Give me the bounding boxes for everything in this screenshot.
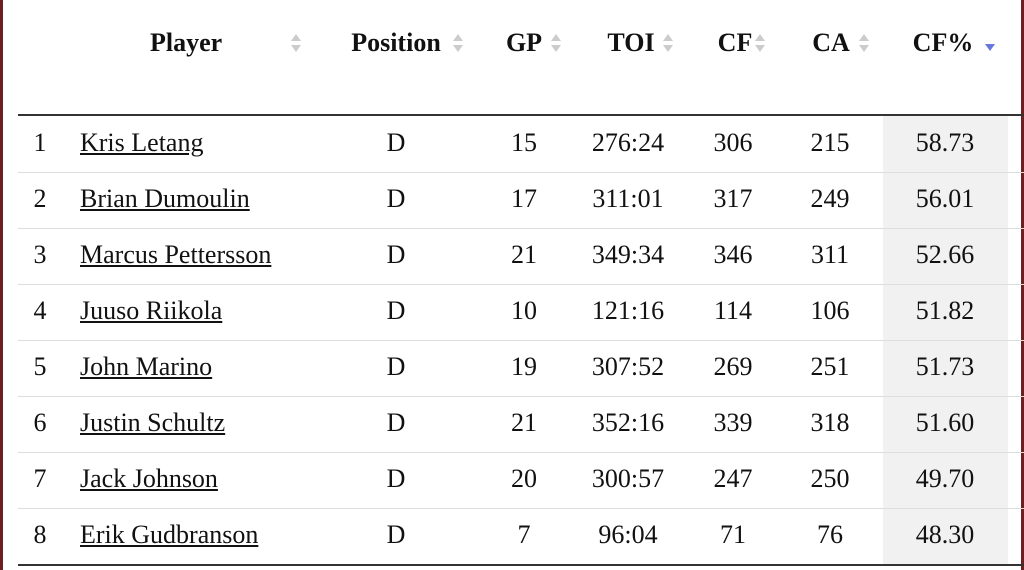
corsi-for: 71: [720, 520, 746, 549]
games-played: 20: [511, 464, 537, 493]
player-link[interactable]: Brian Dumoulin: [80, 184, 250, 213]
position: D: [386, 408, 406, 437]
player-link[interactable]: Marcus Pettersson: [80, 240, 272, 269]
corsi-for: 317: [713, 184, 753, 213]
games-played: 7: [517, 520, 531, 549]
corsi-against: 106: [810, 296, 850, 325]
time-on-ice: 349:34: [591, 240, 665, 269]
corsi-for: 339: [713, 408, 753, 437]
position: D: [386, 296, 406, 325]
column-header[interactable]: GP: [505, 28, 543, 57]
row-separator: [18, 172, 1024, 173]
sort-icon[interactable]: [857, 31, 871, 55]
games-played: 17: [511, 184, 537, 213]
corsi-for-pct: 52.66: [915, 240, 975, 269]
games-played: 19: [511, 352, 537, 381]
corsi-for-pct: 56.01: [915, 184, 975, 213]
corsi-against: 215: [810, 128, 850, 157]
corsi-for-pct: 51.82: [915, 296, 975, 325]
player-link[interactable]: Jack Johnson: [80, 464, 218, 493]
corsi-for: 114: [713, 296, 753, 325]
sort-icon[interactable]: [549, 31, 563, 55]
rank: 8: [33, 520, 47, 549]
corsi-for: 269: [713, 352, 753, 381]
row-separator: [18, 284, 1024, 285]
time-on-ice: 307:52: [591, 352, 665, 381]
position: D: [386, 352, 406, 381]
time-on-ice: 311:01: [592, 184, 664, 213]
player-link[interactable]: Justin Schultz: [80, 408, 226, 437]
time-on-ice: 352:16: [591, 408, 665, 437]
time-on-ice: 300:57: [591, 464, 665, 493]
time-on-ice: 276:24: [591, 128, 665, 157]
row-separator: [18, 228, 1024, 229]
corsi-against: 251: [810, 352, 850, 381]
corsi-against: 76: [817, 520, 843, 549]
header-border: [18, 114, 1024, 116]
column-header[interactable]: CF%: [912, 28, 974, 57]
player-link[interactable]: Erik Gudbranson: [80, 520, 259, 549]
column-header[interactable]: TOI: [607, 28, 655, 57]
column-header[interactable]: Position: [351, 28, 441, 57]
sort-icon[interactable]: [289, 31, 303, 55]
games-played: 21: [511, 240, 537, 269]
position: D: [386, 520, 406, 549]
column-header[interactable]: CA: [812, 28, 850, 57]
games-played: 15: [511, 128, 537, 157]
row-separator: [18, 396, 1024, 397]
rank: 1: [33, 128, 47, 157]
corsi-for-pct: 48.30: [915, 520, 975, 549]
corsi-for: 247: [713, 464, 753, 493]
column-header[interactable]: CF: [717, 28, 753, 57]
rank: 6: [33, 408, 47, 437]
position: D: [386, 184, 406, 213]
position: D: [386, 464, 406, 493]
corsi-for-pct: 51.73: [915, 352, 975, 381]
row-separator: [18, 452, 1024, 453]
rank: 7: [33, 464, 47, 493]
position: D: [386, 128, 406, 157]
rank: 2: [33, 184, 47, 213]
time-on-ice: 96:04: [598, 520, 658, 549]
games-played: 10: [511, 296, 537, 325]
games-played: 21: [511, 408, 537, 437]
sort-icon[interactable]: [983, 38, 997, 62]
player-link[interactable]: Kris Letang: [80, 128, 204, 157]
corsi-for: 346: [713, 240, 753, 269]
corsi-for-pct: 49.70: [915, 464, 975, 493]
column-header[interactable]: Player: [150, 28, 223, 57]
corsi-for: 306: [713, 128, 753, 157]
table-bottom-border: [18, 564, 1024, 566]
sort-icon[interactable]: [661, 31, 675, 55]
corsi-for-pct: 58.73: [915, 128, 975, 157]
corsi-against: 250: [810, 464, 850, 493]
sort-icon[interactable]: [753, 31, 767, 55]
player-link[interactable]: Juuso Riikola: [80, 296, 223, 325]
corsi-against: 311: [810, 240, 850, 269]
corsi-against: 318: [810, 408, 850, 437]
corsi-against: 249: [810, 184, 850, 213]
position: D: [386, 240, 406, 269]
corsi-for-pct: 51.60: [915, 408, 975, 437]
time-on-ice: 121:16: [591, 296, 665, 325]
rank: 4: [33, 296, 47, 325]
player-link[interactable]: John Marino: [80, 352, 213, 381]
row-separator: [18, 508, 1024, 509]
rank: 3: [33, 240, 47, 269]
rank: 5: [33, 352, 47, 381]
row-separator: [18, 340, 1024, 341]
sort-icon[interactable]: [451, 31, 465, 55]
